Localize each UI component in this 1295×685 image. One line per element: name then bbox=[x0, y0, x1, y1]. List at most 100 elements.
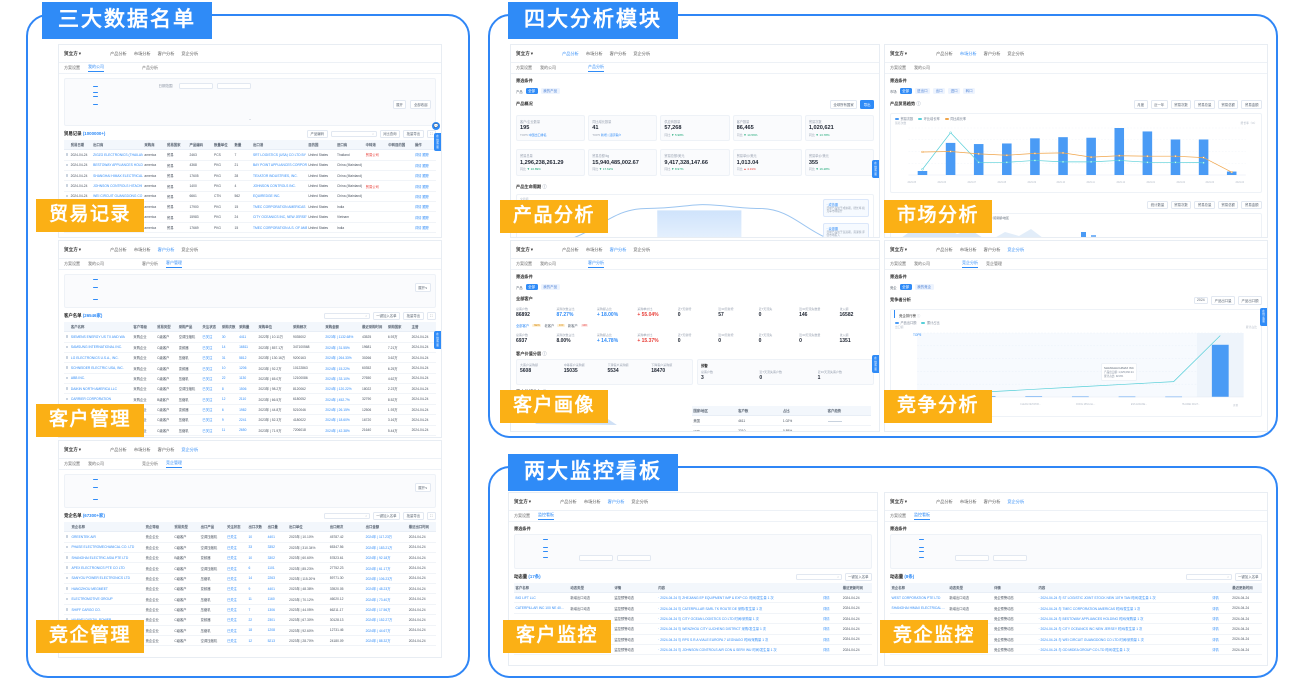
tab-trade-count[interactable]: 贸易次数 bbox=[1170, 200, 1192, 210]
nav-compete[interactable]: 竞企分析 bbox=[1007, 246, 1025, 252]
top-nav[interactable]: 产品分析 市场分析 客户分析 竞企分析 bbox=[110, 51, 198, 57]
row-checkbox[interactable] bbox=[64, 604, 70, 616]
filter-chip[interactable] bbox=[973, 543, 978, 544]
row-checkbox[interactable] bbox=[64, 180, 70, 192]
add-to-list-button[interactable]: 一键加入名单 bbox=[844, 572, 872, 582]
filter-chip[interactable] bbox=[543, 543, 548, 544]
filter-chip[interactable] bbox=[93, 112, 98, 113]
filter-chip[interactable] bbox=[660, 539, 665, 540]
nav-customer[interactable]: 客户分析 bbox=[609, 50, 627, 56]
filter-chip[interactable] bbox=[129, 96, 134, 97]
tab-trade-amount[interactable]: 贸易总额 bbox=[1217, 200, 1239, 210]
tab-export-amount[interactable]: 产品出口额 bbox=[1238, 296, 1262, 305]
filter-chip[interactable] bbox=[93, 495, 98, 496]
filter-chip[interactable] bbox=[946, 543, 951, 544]
column-select[interactable]: 产品编码 bbox=[306, 129, 328, 139]
filter-chip[interactable] bbox=[138, 86, 143, 87]
start-date-input[interactable] bbox=[955, 555, 989, 561]
filter-chip[interactable] bbox=[183, 287, 188, 288]
table-row[interactable]: ABB INC. 采购企业 C级客户 压缩机 已关注 22 1130 2023年 | 65.0… bbox=[64, 373, 436, 385]
subnav-plan[interactable]: 方案设置 bbox=[516, 65, 532, 70]
export-button[interactable]: 批量导出 bbox=[403, 311, 424, 321]
filter-chip[interactable] bbox=[570, 547, 575, 548]
filter-chip[interactable] bbox=[570, 551, 575, 552]
nav-product[interactable]: 产品分析 bbox=[560, 498, 577, 504]
table-row[interactable]: 监控预警动态 · 2024-04-24 与 CITY OCEAN LOGISTIC… bbox=[514, 613, 872, 625]
filter-chip[interactable] bbox=[937, 557, 942, 558]
top-nav[interactable]: 产品分析 市场分析 客户分析 竞企分析 bbox=[560, 499, 648, 505]
nav-customer[interactable]: 客户分析 bbox=[157, 446, 175, 452]
col-hs[interactable]: 产品编码 bbox=[187, 140, 213, 151]
filter-chip[interactable] bbox=[1009, 539, 1014, 540]
subnav-monitor[interactable]: 监控看板 bbox=[914, 512, 930, 520]
row-checkbox[interactable] bbox=[64, 393, 70, 405]
subnav-plan[interactable]: 方案设置 bbox=[890, 65, 906, 70]
export-button[interactable]: 批量导出 bbox=[403, 129, 424, 139]
filter-chip[interactable] bbox=[552, 539, 557, 540]
filter-chip[interactable] bbox=[919, 557, 924, 559]
tab-trade-volume[interactable]: 贸易总量 bbox=[1194, 100, 1215, 109]
nav-market[interactable]: 市场分析 bbox=[585, 246, 603, 252]
nav-market[interactable]: 市场分析 bbox=[133, 50, 151, 56]
filter-chip[interactable] bbox=[138, 112, 143, 113]
filter-chip[interactable] bbox=[973, 539, 978, 540]
subnav-customer-analysis[interactable]: 客户分析 bbox=[142, 261, 158, 266]
row-checkbox[interactable] bbox=[64, 373, 70, 385]
filter-chip[interactable] bbox=[102, 287, 107, 288]
filter-chip[interactable] bbox=[138, 495, 143, 496]
filter-chip[interactable] bbox=[120, 287, 125, 288]
row-checkbox[interactable] bbox=[64, 583, 70, 595]
subnav-plan[interactable]: 方案设置 bbox=[64, 65, 80, 70]
col-n2[interactable]: 采购量 bbox=[237, 322, 257, 333]
sub-nav[interactable]: 方案设置 我的公司 bbox=[885, 63, 1267, 74]
filter-chip[interactable] bbox=[919, 539, 924, 540]
filter-chip[interactable] bbox=[570, 543, 575, 544]
filter-chip[interactable] bbox=[946, 539, 951, 540]
filter-chip[interactable] bbox=[561, 557, 566, 558]
end-date-input[interactable] bbox=[217, 83, 251, 89]
subnav-customer-manage[interactable]: 客户管理 bbox=[166, 260, 182, 268]
sub-nav[interactable]: 方案设置 我的公司 客户分析 bbox=[511, 259, 879, 270]
filter-chip[interactable] bbox=[561, 543, 566, 544]
tab-trade-count[interactable]: 贸易次数 bbox=[1170, 100, 1192, 109]
filter-chip[interactable]: 我的产品 bbox=[540, 284, 560, 290]
filter-chip[interactable] bbox=[937, 547, 942, 548]
filter-chip[interactable] bbox=[147, 112, 152, 113]
filter-chip[interactable] bbox=[111, 299, 116, 300]
range-select[interactable]: 近一年 bbox=[1150, 100, 1168, 109]
filter-chip[interactable] bbox=[129, 495, 134, 496]
filter-chip[interactable] bbox=[543, 539, 548, 540]
table-row[interactable]: SANYOU POWER ELECTRONICS LTD 竞企企业 C级客户 压缩机已… bbox=[64, 573, 436, 585]
table-row[interactable]: SIEMENS ENERGY US TX AND WA 采购企业 C级客户 空调压缩机… bbox=[64, 331, 436, 343]
filter-chip[interactable] bbox=[543, 557, 548, 559]
filter-chip[interactable] bbox=[937, 543, 942, 544]
subnav-company[interactable]: 我的公司 bbox=[88, 261, 104, 266]
nav-market[interactable]: 市场分析 bbox=[959, 246, 977, 252]
filter-chip[interactable] bbox=[192, 287, 197, 288]
filter-chip[interactable] bbox=[579, 543, 584, 544]
select-all-checkbox[interactable] bbox=[64, 322, 70, 333]
subnav-company[interactable]: 我的公司 bbox=[914, 65, 930, 70]
filter-chip[interactable] bbox=[982, 539, 987, 540]
row-checkbox[interactable] bbox=[64, 531, 70, 543]
nav-customer[interactable]: 客户分析 bbox=[607, 498, 625, 504]
subnav-plan[interactable]: 方案设置 bbox=[890, 513, 906, 518]
top-nav[interactable]: 产品分析 市场分析 客户分析 竞企分析 bbox=[562, 51, 650, 57]
filter-chip[interactable]: 全部 bbox=[899, 284, 912, 290]
filter-chip[interactable] bbox=[120, 299, 125, 300]
filter-chip[interactable] bbox=[606, 539, 611, 540]
nav-compete[interactable]: 竞企分析 bbox=[181, 246, 199, 252]
table-row[interactable]: APEX ELECTRONICS PTE CO LTD 竞企企业 C级客户 空调压缩机… bbox=[64, 562, 436, 574]
add-to-list-button[interactable]: 一键加入名单 bbox=[372, 511, 401, 521]
nav-customer[interactable]: 客户分析 bbox=[157, 50, 175, 56]
filter-chip[interactable] bbox=[633, 539, 638, 540]
top-nav[interactable]: 产品分析 市场分析 客户分析 竞企分析 bbox=[936, 51, 1024, 57]
filter-chip[interactable] bbox=[138, 499, 143, 500]
online-service-toolbar[interactable]: 在 线 客 服 bbox=[434, 133, 441, 152]
top-nav[interactable]: 产品分析 市场分析 客户分析 竞企分析 bbox=[562, 247, 650, 253]
filter-chip[interactable] bbox=[102, 479, 107, 480]
filter-chip[interactable] bbox=[651, 539, 656, 540]
